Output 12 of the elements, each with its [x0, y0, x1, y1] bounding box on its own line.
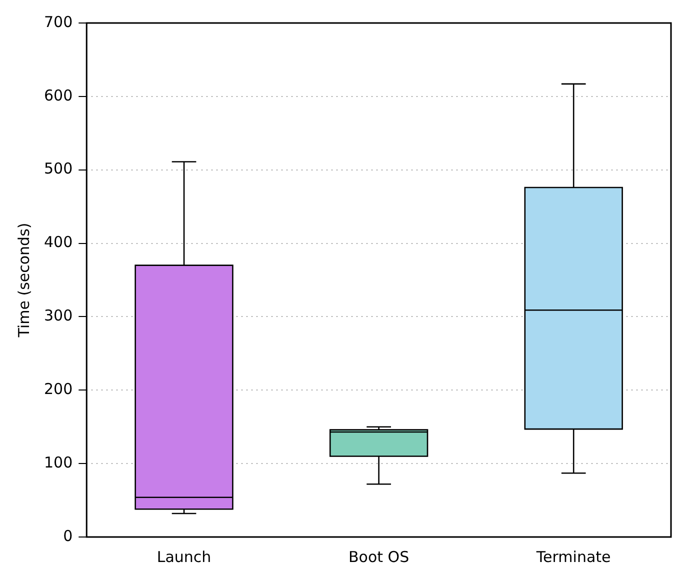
- y-axis-title: Time (seconds): [14, 222, 33, 338]
- x-tick-label: Launch: [156, 548, 212, 566]
- y-tick-label: 200: [44, 380, 73, 398]
- y-tick-label: 600: [44, 86, 73, 104]
- y-tick-label: 500: [44, 160, 73, 178]
- y-tick-label: 0: [63, 526, 73, 545]
- y-tick-label: 300: [44, 306, 73, 325]
- x-tick-label: Boot OS: [348, 548, 410, 566]
- y-tick-label: 400: [44, 233, 73, 252]
- x-tick-label: Terminate: [535, 548, 611, 566]
- y-tick-label: 100: [44, 453, 73, 472]
- y-tick-label: 700: [44, 12, 73, 31]
